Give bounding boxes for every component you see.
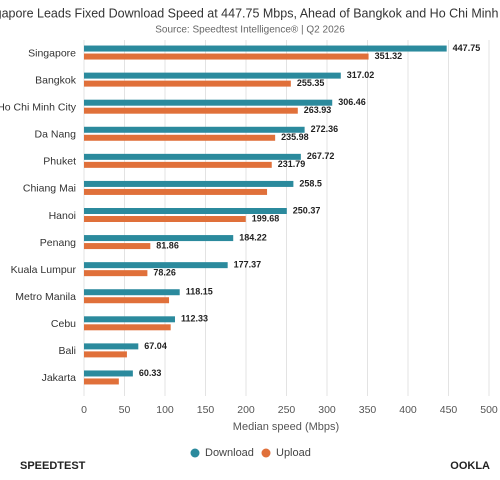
x-axis-label: Median speed (Mbps) [233,421,339,433]
chart-title: Singapore Leads Fixed Download Speed at … [0,6,500,20]
bar [84,153,301,160]
value-label: 267.72 [307,151,335,161]
x-tick-label: 300 [318,404,336,416]
value-label: 255.35 [297,78,325,88]
value-label: 81.86 [156,240,179,250]
bar [84,343,139,350]
bar [84,208,287,214]
brand-left: SPEEDTEST [20,460,86,472]
bar [84,235,234,242]
x-tick-label: 0 [81,404,87,416]
bar [84,316,175,323]
y-tick-label: Kuala Lumpur [11,264,77,276]
y-tick-label: Bali [58,345,76,357]
y-tick-label: Ho Chi Minh City [0,101,77,113]
x-tick-label: 200 [237,404,255,416]
y-tick-label: Da Nang [35,129,77,141]
x-tick-label: 150 [197,404,215,416]
value-label: 351.32 [375,51,403,61]
x-tick-label: 450 [440,404,458,416]
y-tick-label: Penang [40,237,76,249]
bar [84,45,447,52]
bar [84,180,294,187]
value-label: 78.26 [153,268,176,278]
value-label: 235.98 [281,132,309,142]
bar [84,351,127,358]
value-label: 447.75 [453,43,481,53]
bar [84,270,148,277]
bar [84,370,133,377]
bar [84,126,305,133]
x-tick-label: 400 [399,404,417,416]
value-label: 199.68 [252,213,280,223]
value-label: 258.5 [299,178,322,188]
legend-marker [261,448,271,458]
value-label: 250.37 [293,205,321,215]
value-label: 231.79 [278,159,306,169]
bar [84,99,333,106]
y-tick-label: Hanoi [49,210,76,222]
bar [84,297,170,304]
legend-marker [190,448,200,458]
bar [84,107,298,114]
legend-label: Upload [276,447,311,459]
bar [84,243,151,250]
bar [84,324,171,331]
bar [84,216,246,222]
y-tick-label: Jakarta [42,372,77,384]
bar [84,134,276,141]
value-label: 263.93 [304,105,332,115]
value-label: 67.04 [144,341,167,351]
value-label: 184.22 [239,232,267,242]
chart-subtitle: Source: Speedtest Intelligence® | Q2 202… [155,25,345,36]
x-tick-label: 100 [156,404,174,416]
bar [84,378,119,385]
value-label: 112.33 [181,314,208,324]
x-tick-label: 350 [359,404,377,416]
x-tick-label: 500 [480,404,498,416]
value-label: 272.36 [311,124,339,134]
value-label: 317.02 [347,70,375,80]
y-tick-label: Metro Manila [15,291,76,303]
value-label: 118.15 [186,287,213,297]
bar [84,53,369,60]
bar [84,72,341,79]
y-tick-label: Cebu [51,318,76,330]
value-label: 177.37 [234,260,262,270]
y-tick-label: Chiang Mai [23,183,76,195]
value-label: 306.46 [338,97,366,107]
value-label: 60.33 [139,368,162,378]
y-tick-label: Singapore [28,47,76,59]
y-tick-label: Bangkok [35,74,77,86]
y-tick-label: Phuket [43,156,76,168]
bar [84,161,272,168]
bar [84,289,180,296]
bar [84,188,268,195]
x-tick-label: 250 [278,404,296,416]
brand-right: OOKLA [450,460,490,472]
bar [84,80,291,87]
bar [84,262,228,269]
x-tick-label: 50 [119,404,131,416]
legend-label: Download [205,447,254,459]
